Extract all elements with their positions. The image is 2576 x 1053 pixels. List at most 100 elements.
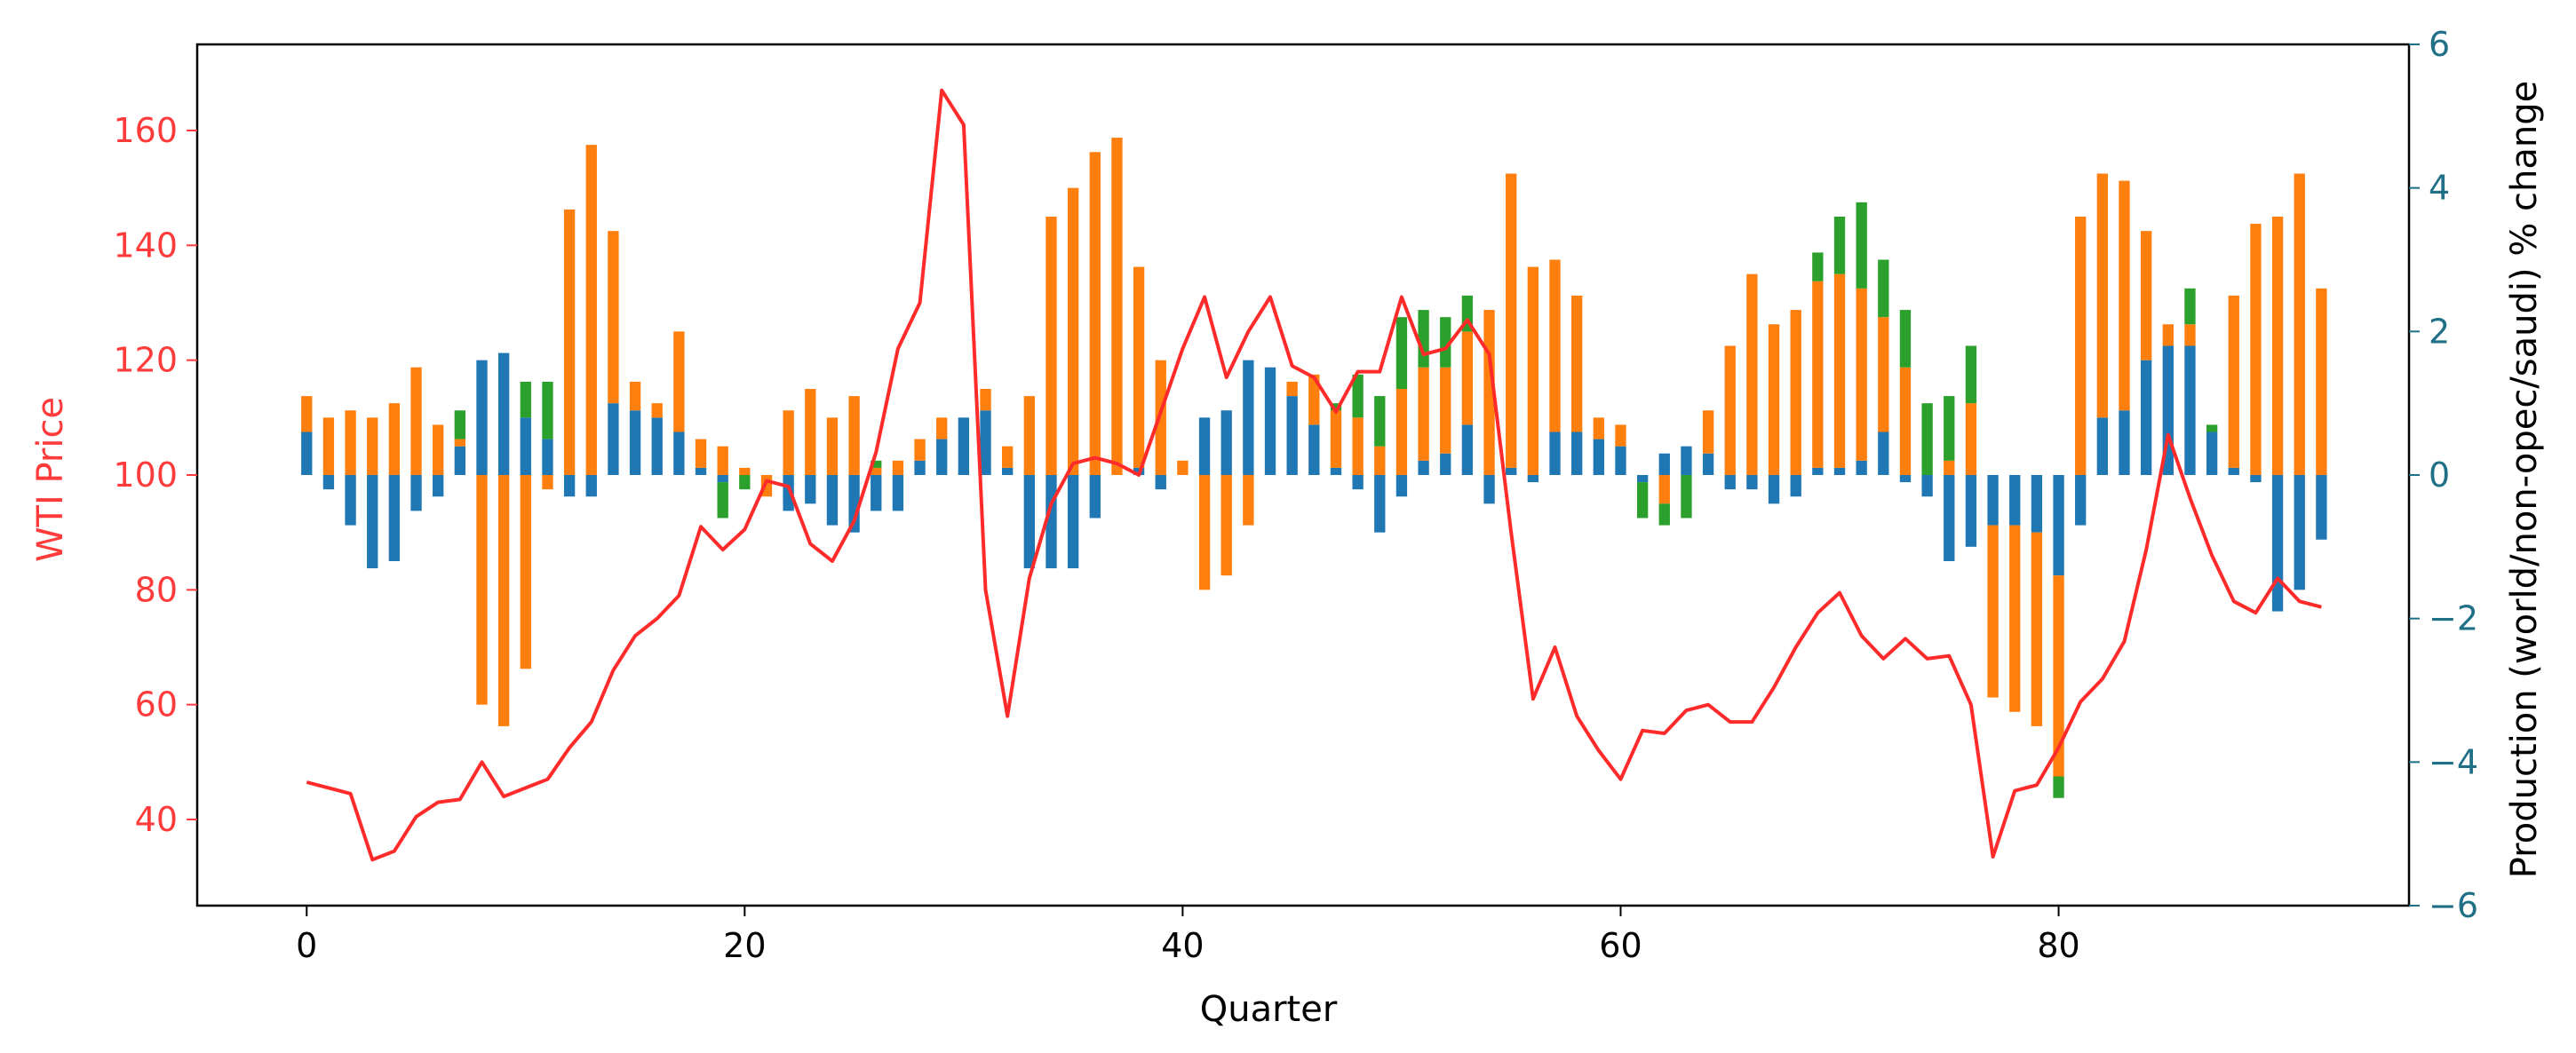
bar-orange-38 — [1133, 266, 1145, 468]
bar-orange-62 — [1658, 475, 1670, 504]
bar-blue-4 — [388, 475, 401, 561]
bar-blue-27 — [892, 475, 904, 511]
bar-green-49 — [1374, 396, 1386, 447]
bar-green-19 — [717, 482, 728, 519]
bar-orange-55 — [1506, 173, 1517, 468]
bar-blue-88 — [2228, 467, 2239, 475]
bar-blue-67 — [1768, 475, 1780, 504]
bar-blue-24 — [826, 475, 839, 526]
bar-blue-2 — [345, 475, 356, 526]
bar-blue-14 — [608, 403, 619, 475]
bar-blue-30 — [958, 417, 970, 475]
bar-orange-11 — [542, 475, 553, 490]
bar-blue-74 — [1921, 475, 1933, 497]
bar-blue-43 — [1243, 360, 1254, 475]
bar-blue-19 — [717, 475, 728, 483]
bar-orange-34 — [1046, 217, 1057, 475]
bar-orange-72 — [1878, 317, 1889, 432]
bar-blue-59 — [1593, 439, 1604, 475]
left-tick-label: 60 — [135, 685, 178, 724]
bar-orange-26 — [871, 467, 882, 475]
bar-blue-32 — [1002, 467, 1014, 475]
right-tick-label: 2 — [2429, 312, 2450, 351]
wti-price-line — [306, 88, 2322, 862]
right-tick-label: 4 — [2429, 169, 2450, 208]
bar-orange-31 — [980, 389, 991, 411]
bar-blue-91 — [2294, 475, 2305, 590]
bar-blue-1 — [322, 475, 335, 490]
bar-green-62 — [1658, 503, 1670, 526]
bar-blue-81 — [2075, 475, 2087, 526]
bar-blue-9 — [497, 352, 510, 475]
bar-orange-52 — [1440, 367, 1451, 454]
bar-orange-82 — [2096, 173, 2109, 418]
bar-orange-5 — [410, 367, 422, 475]
bar-orange-66 — [1746, 273, 1758, 475]
bar-blue-23 — [805, 475, 816, 504]
bar-orange-42 — [1220, 475, 1232, 576]
bar-orange-57 — [1549, 259, 1561, 432]
bar-orange-89 — [2250, 224, 2262, 476]
bar-green-47 — [1330, 403, 1342, 411]
left-tick-label: 160 — [113, 111, 178, 150]
bar-blue-12 — [563, 475, 576, 497]
bar-orange-24 — [826, 417, 839, 475]
bar-orange-67 — [1768, 324, 1780, 475]
bar-blue-13 — [585, 475, 597, 497]
bar-green-63 — [1681, 475, 1692, 519]
bar-blue-17 — [673, 431, 685, 475]
bar-blue-77 — [1987, 475, 1999, 526]
bar-blue-42 — [1220, 410, 1232, 475]
bar-blue-92 — [2316, 475, 2327, 540]
bar-orange-22 — [783, 410, 794, 475]
bar-orange-70 — [1833, 273, 1846, 468]
bar-orange-27 — [892, 460, 904, 475]
bar-orange-13 — [585, 145, 597, 475]
right-tick-label: −6 — [2429, 886, 2478, 925]
bar-orange-29 — [936, 417, 948, 439]
bar-blue-76 — [1965, 475, 1977, 547]
bar-orange-90 — [2271, 217, 2284, 475]
bar-blue-83 — [2119, 410, 2130, 475]
bar-orange-7 — [454, 439, 466, 447]
bar-blue-46 — [1308, 424, 1320, 475]
bar-green-61 — [1636, 482, 1649, 519]
bar-blue-58 — [1571, 431, 1583, 475]
bar-blue-5 — [410, 475, 422, 511]
bar-blue-45 — [1286, 396, 1298, 475]
bar-green-71 — [1856, 202, 1867, 289]
bar-orange-79 — [2031, 532, 2043, 726]
bar-blue-71 — [1856, 460, 1867, 475]
bar-orange-86 — [2184, 324, 2196, 346]
bar-blue-35 — [1067, 475, 1079, 569]
bar-blue-3 — [367, 475, 378, 569]
bar-green-10 — [520, 381, 531, 418]
bar-green-80 — [2053, 776, 2064, 798]
bar-orange-81 — [2075, 217, 2087, 475]
bar-orange-18 — [695, 439, 707, 468]
bar-orange-2 — [345, 410, 356, 475]
x-tick-label: 40 — [1161, 926, 1204, 965]
bar-blue-41 — [1198, 417, 1211, 475]
bar-orange-32 — [1002, 446, 1014, 468]
bar-blue-16 — [651, 417, 663, 475]
bar-blue-33 — [1023, 475, 1035, 569]
bar-blue-29 — [936, 439, 948, 475]
bar-orange-50 — [1395, 389, 1408, 475]
bar-blue-7 — [454, 446, 466, 475]
bar-green-52 — [1440, 317, 1451, 368]
bar-blue-72 — [1878, 431, 1889, 475]
bar-blue-6 — [433, 475, 444, 497]
x-tick-label: 60 — [1599, 926, 1642, 965]
bar-blue-62 — [1658, 453, 1670, 475]
bar-orange-17 — [673, 331, 685, 432]
bar-orange-71 — [1856, 288, 1867, 461]
bar-blue-11 — [542, 439, 553, 475]
bar-orange-51 — [1418, 367, 1429, 461]
bar-blue-0 — [301, 431, 313, 475]
bar-blue-65 — [1724, 475, 1736, 490]
bar-blue-53 — [1461, 424, 1474, 475]
bar-orange-36 — [1089, 152, 1101, 475]
bar-orange-25 — [848, 396, 860, 475]
